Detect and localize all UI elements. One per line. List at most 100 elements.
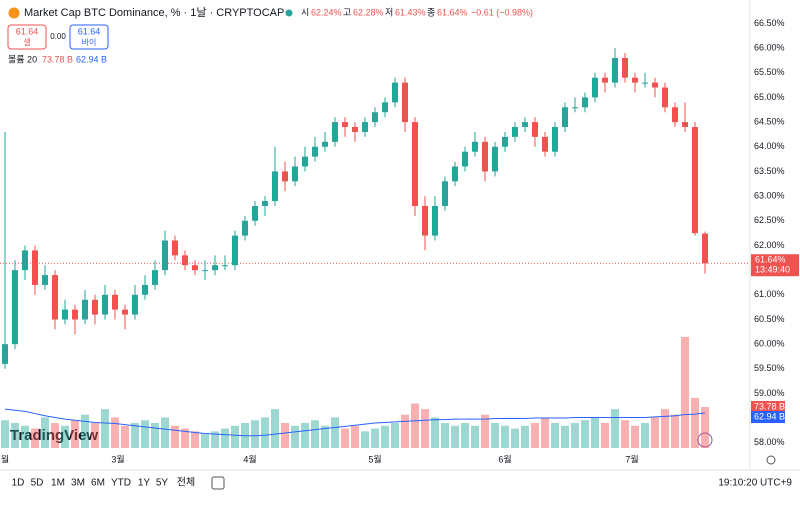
volume-bar [541,417,549,448]
candle-body [102,294,108,315]
volume-bar [281,423,289,448]
volume-bar [471,425,479,448]
volume-bar [251,420,259,448]
candle-body [702,233,708,264]
candle-body [632,77,638,83]
candle-body [662,87,668,108]
x-tick-label: 4월 [243,453,256,464]
volume-bar [591,417,599,448]
volume-bar [131,423,139,448]
volume-bar [341,428,349,448]
volume-bar [371,428,379,448]
chart-title: Market Cap BTC Dominance, % · 1날 · CRYPT… [24,6,284,19]
volume-bar [301,423,309,448]
range-button[interactable]: 1M [51,478,65,489]
y-tick-label: 65.50% [754,67,785,77]
calendar-icon[interactable] [211,476,225,490]
x-tick-label: 월 [1,453,9,464]
candle-body [172,240,178,256]
range-button[interactable]: 3M [71,478,85,489]
volume-legend-ma: 62.94 B [76,54,107,64]
buy-label[interactable]: 바이 [82,37,97,47]
candle-body [282,171,288,182]
alert-icon[interactable] [697,432,713,448]
candle-body [82,299,88,320]
buy-button[interactable] [69,24,109,50]
range-button[interactable]: 5D [31,478,44,489]
range-button[interactable]: 1Y [138,478,151,489]
candle-body [532,122,538,137]
volume-bar [651,417,659,448]
change: −0.61 (−0.98%) [471,7,533,17]
sell-button[interactable] [7,24,47,50]
volume-bar [31,428,39,448]
volume-legend-value: 73.78 B [42,54,73,64]
candle-body [182,255,188,266]
ohlc-key: 고 [343,7,351,17]
volume-bar [41,417,49,448]
candle-body [142,284,148,295]
candle-body [462,151,468,167]
volume-bar [431,417,439,448]
range-button[interactable]: 전체 [177,477,195,489]
buy-price[interactable]: 61.64 [78,26,101,36]
volume-bar [271,409,279,448]
x-tick-label: 6월 [498,453,511,464]
volume-bar [171,425,179,448]
status-dot [285,9,293,17]
settings-icon[interactable] [766,455,776,465]
candle-body [522,122,528,128]
volume-bar [231,425,239,448]
price-tag [751,254,799,277]
volume-bar [391,423,399,448]
candle-body [652,82,658,88]
logo: TradingView [10,427,98,444]
volume-bar [641,423,649,448]
x-tick-label: 3월 [111,453,124,464]
candle-body [2,344,8,364]
volume-bar [491,423,499,448]
volume-bar [71,420,79,448]
candle-body [252,205,258,221]
range-button[interactable]: 1D [12,478,25,489]
volume-bar [661,409,669,448]
volume-bar [501,425,509,448]
candle-body [602,77,608,83]
candle-body [72,309,78,320]
volume-tag [751,401,785,414]
candle-body [512,127,518,137]
volume-bar [421,409,429,448]
candle-body [322,141,328,147]
candle-body [62,309,68,320]
candle-body [302,156,308,167]
candle-body [502,136,508,147]
range-button[interactable]: YTD [111,478,131,489]
ohlc-value: 61.64% [437,7,468,17]
volume-bar [551,423,559,448]
volume-bar [531,423,539,448]
candle-body [582,97,588,108]
candle-body [242,220,248,236]
spread: 0.00 [50,32,66,41]
candle-body [312,146,318,157]
sell-label[interactable]: 셀 [23,37,30,47]
ohlc-key: 저 [385,7,393,17]
volume-bar [311,420,319,448]
range-button[interactable]: 5Y [156,478,169,489]
y-tick-label: 59.00% [754,388,785,398]
volume-bar [701,407,709,448]
range-button[interactable]: 6M [91,478,105,489]
btc-icon [8,7,20,19]
volume-bar [331,417,339,448]
candle-body [202,270,208,272]
candle-body [482,141,488,172]
volume-bar [181,428,189,448]
volume-bar [191,431,199,448]
candle-body [32,250,38,285]
y-tick-label: 62.50% [754,215,785,225]
sell-price[interactable]: 61.64 [16,26,39,36]
volume-bar [81,414,89,448]
candle-body [612,57,618,83]
ma-tag [751,411,785,424]
